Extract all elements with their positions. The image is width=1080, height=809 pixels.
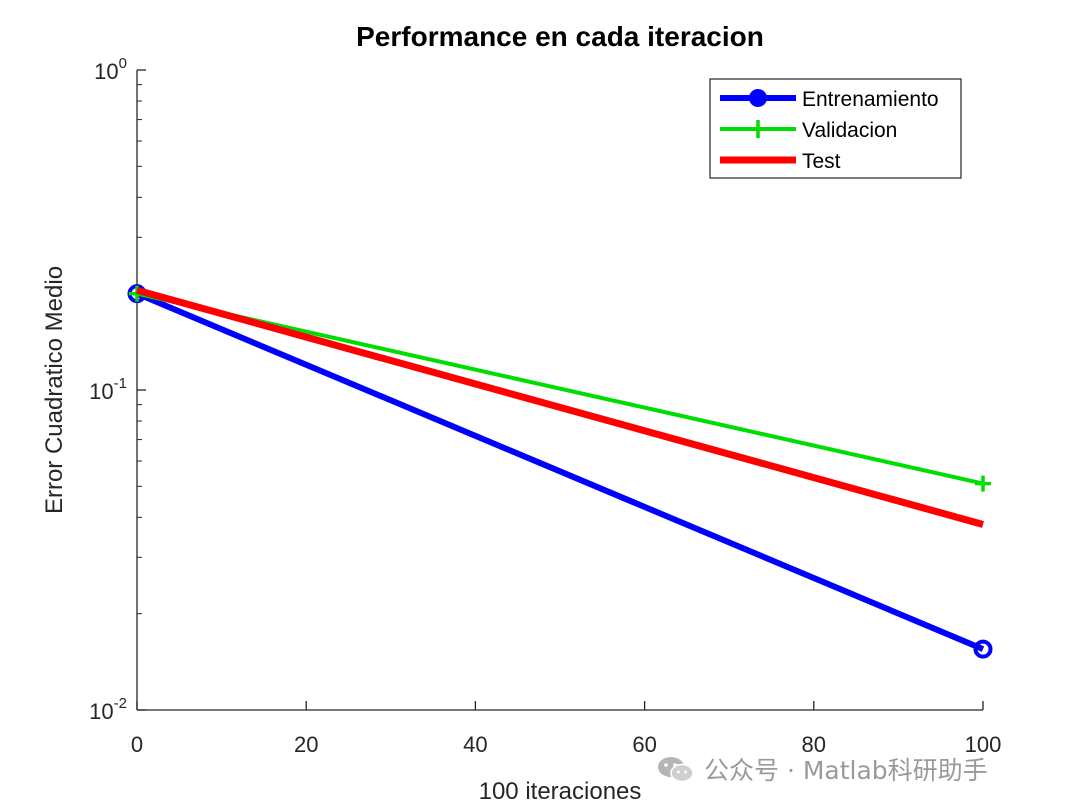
x-tick-label: 40 (463, 732, 487, 757)
y-axis-label: Error Cuadratico Medio (41, 266, 68, 514)
data-point-validacion (975, 475, 991, 492)
x-tick-label: 0 (131, 732, 143, 757)
legend-label: Test (802, 150, 841, 173)
wechat-icon (656, 754, 696, 784)
x-axis-label: 100 iteraciones (479, 778, 642, 805)
series-line-validacion (136, 291, 984, 486)
watermark-text: 公众号 · Matlab科研助手 (704, 756, 988, 785)
watermark: 公众号 · Matlab科研助手 (652, 752, 992, 786)
series-line-entrenamiento (135, 290, 985, 652)
y-tick-label: 10-1 (89, 375, 127, 404)
legend-item-test: Test (720, 150, 841, 173)
data-point-entrenamiento (973, 639, 993, 659)
legend-item-validacion: Validacion (720, 119, 897, 142)
chart-title: Performance en cada iteracion (356, 21, 764, 52)
legend-label: Validacion (802, 119, 897, 142)
legend: Entrenamiento Validacion Test (709, 78, 962, 179)
x-tick-label: 20 (294, 732, 318, 757)
legend-label: Entrenamiento (802, 88, 939, 111)
legend-item-entrenamiento: Entrenamiento (720, 88, 939, 111)
series-line-test (136, 286, 984, 528)
legend-marker (749, 89, 767, 107)
y-tick-label: 10-2 (89, 695, 127, 724)
y-tick-label: 100 (94, 55, 127, 84)
